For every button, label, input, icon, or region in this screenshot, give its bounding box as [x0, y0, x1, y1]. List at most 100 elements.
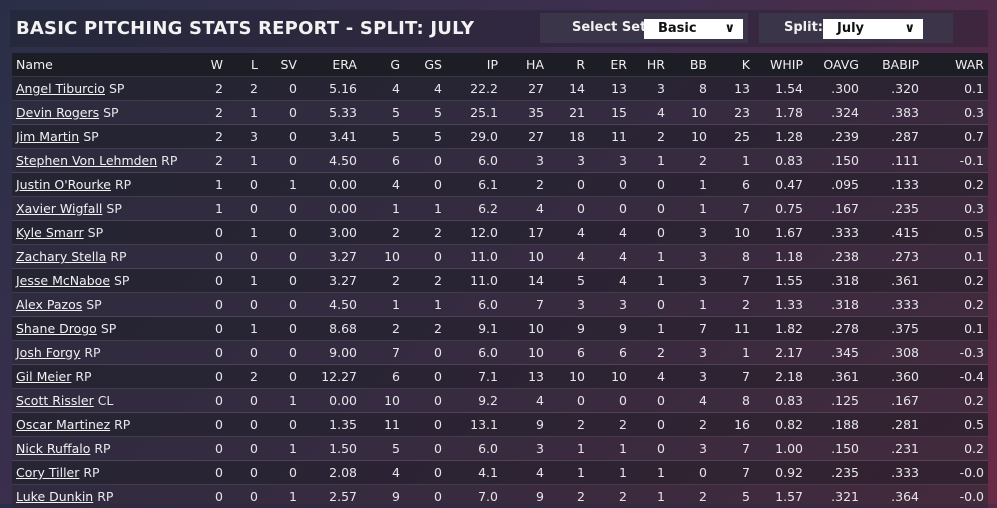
player-name-link[interactable]: Angel Tiburcio — [16, 81, 105, 96]
stat-cell-war: 0.2 — [923, 269, 988, 293]
stat-cell-gs: 0 — [404, 365, 446, 389]
stat-cell-gs: 0 — [404, 437, 446, 461]
column-header-hr[interactable]: HR — [631, 53, 669, 77]
stat-cell-er: 9 — [589, 317, 631, 341]
player-name-link[interactable]: Devin Rogers — [16, 105, 99, 120]
column-header-whip[interactable]: WHIP — [754, 53, 807, 77]
player-name-link[interactable]: Jesse McNaboe — [16, 273, 110, 288]
stat-cell-oavg: .150 — [807, 149, 863, 173]
stat-cell-era: 0.00 — [301, 173, 361, 197]
stat-cell-k: 1 — [711, 149, 754, 173]
column-header-sv[interactable]: SV — [262, 53, 301, 77]
stat-cell-r: 3 — [548, 149, 589, 173]
stat-cell-g: 5 — [361, 437, 404, 461]
stat-cell-er: 1 — [589, 461, 631, 485]
stat-cell-era: 1.50 — [301, 437, 361, 461]
stat-cell-k: 7 — [711, 437, 754, 461]
player-name-link[interactable]: Nick Ruffalo — [16, 441, 90, 456]
stat-cell-g: 6 — [361, 149, 404, 173]
stat-cell-ip: 9.1 — [446, 317, 502, 341]
stat-cell-ha: 4 — [502, 389, 548, 413]
stat-cell-g: 4 — [361, 173, 404, 197]
stat-cell-ip: 6.0 — [446, 437, 502, 461]
column-header-gs[interactable]: GS — [404, 53, 446, 77]
player-name-link[interactable]: Stephen Von Lehmden — [16, 153, 157, 168]
stat-cell-ha: 4 — [502, 197, 548, 221]
stat-cell-sv: 1 — [262, 173, 301, 197]
stat-cell-hr: 1 — [631, 317, 669, 341]
column-header-l[interactable]: L — [227, 53, 262, 77]
stat-cell-er: 11 — [589, 125, 631, 149]
stat-cell-whip: 0.47 — [754, 173, 807, 197]
stat-cell-whip: 0.82 — [754, 413, 807, 437]
player-name-link[interactable]: Shane Drogo — [16, 321, 97, 336]
stat-cell-babip: .361 — [863, 269, 923, 293]
column-header-oavg[interactable]: OAVG — [807, 53, 863, 77]
stat-cell-er: 2 — [589, 485, 631, 508]
stat-cell-war: 0.3 — [923, 197, 988, 221]
stat-cell-war: 0.1 — [923, 77, 988, 101]
player-name-link[interactable]: Gil Meier — [16, 369, 71, 384]
stat-cell-oavg: .095 — [807, 173, 863, 197]
stat-cell-war: -0.0 — [923, 461, 988, 485]
player-name-link[interactable]: Justin O'Rourke — [16, 177, 111, 192]
stat-cell-babip: .375 — [863, 317, 923, 341]
column-header-babip[interactable]: BABIP — [863, 53, 923, 77]
column-header-g[interactable]: G — [361, 53, 404, 77]
select-set-dropdown[interactable]: Basic ∨ — [644, 19, 743, 39]
stat-cell-babip: .383 — [863, 101, 923, 125]
stat-cell-k: 7 — [711, 461, 754, 485]
stat-cell-babip: .235 — [863, 197, 923, 221]
column-header-name[interactable]: Name — [12, 53, 197, 77]
player-name-link[interactable]: Jim Martin — [16, 129, 79, 144]
column-header-war[interactable]: WAR — [923, 53, 988, 77]
stat-cell-babip: .415 — [863, 221, 923, 245]
column-header-bb[interactable]: BB — [669, 53, 711, 77]
stat-cell-babip: .308 — [863, 341, 923, 365]
player-name-link[interactable]: Luke Dunkin — [16, 489, 93, 504]
column-header-ip[interactable]: IP — [446, 53, 502, 77]
player-name-link[interactable]: Zachary Stella — [16, 249, 106, 264]
player-name-link[interactable]: Scott Rissler — [16, 393, 94, 408]
stat-cell-l: 1 — [227, 149, 262, 173]
select-set-label: Select Set: — [572, 20, 652, 35]
player-name-link[interactable]: Josh Forgy — [16, 345, 80, 360]
column-header-ha[interactable]: HA — [502, 53, 548, 77]
stat-cell-sv: 0 — [262, 221, 301, 245]
player-name-link[interactable]: Xavier Wigfall — [16, 201, 102, 216]
stat-cell-r: 0 — [548, 389, 589, 413]
stat-cell-whip: 1.55 — [754, 269, 807, 293]
column-header-w[interactable]: W — [197, 53, 227, 77]
player-cell: Gil Meier RP — [12, 365, 197, 389]
column-header-er[interactable]: ER — [589, 53, 631, 77]
player-name-link[interactable]: Kyle Smarr — [16, 225, 84, 240]
stat-cell-ha: 27 — [502, 125, 548, 149]
stat-cell-r: 5 — [548, 269, 589, 293]
stat-cell-war: 0.3 — [923, 101, 988, 125]
split-dropdown[interactable]: July ∨ — [823, 19, 923, 39]
stat-cell-gs: 0 — [404, 245, 446, 269]
player-name-link[interactable]: Cory Tiller — [16, 465, 79, 480]
stat-cell-oavg: .345 — [807, 341, 863, 365]
stat-cell-whip: 1.82 — [754, 317, 807, 341]
column-header-k[interactable]: K — [711, 53, 754, 77]
stat-cell-w: 0 — [197, 269, 227, 293]
player-name-link[interactable]: Alex Pazos — [16, 297, 82, 312]
column-header-era[interactable]: ERA — [301, 53, 361, 77]
stat-cell-bb: 8 — [669, 77, 711, 101]
stat-cell-k: 5 — [711, 485, 754, 508]
player-name-link[interactable]: Oscar Martinez — [16, 417, 110, 432]
stat-cell-oavg: .150 — [807, 437, 863, 461]
player-cell: Zachary Stella RP — [12, 245, 197, 269]
stat-cell-k: 16 — [711, 413, 754, 437]
stat-cell-r: 18 — [548, 125, 589, 149]
stat-cell-er: 3 — [589, 149, 631, 173]
column-header-r[interactable]: R — [548, 53, 589, 77]
stat-cell-war: -0.4 — [923, 365, 988, 389]
stat-cell-sv: 0 — [262, 101, 301, 125]
stat-cell-g: 4 — [361, 77, 404, 101]
stat-cell-er: 1 — [589, 437, 631, 461]
